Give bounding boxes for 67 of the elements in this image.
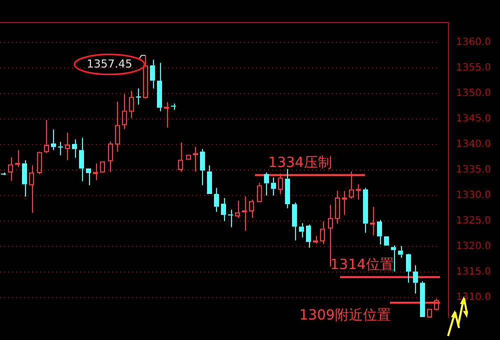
y-tick-label: 1330.0 <box>456 190 491 202</box>
annotation: 1357.45 <box>86 57 132 70</box>
candlestick <box>271 177 276 196</box>
candlestick <box>65 132 70 161</box>
candlestick <box>235 200 240 218</box>
candlestick <box>335 190 340 224</box>
ref-line-label: 1334压制 <box>268 155 332 172</box>
candlestick <box>292 202 297 241</box>
y-tick-label: 1335.0 <box>456 164 491 176</box>
candlestick <box>171 103 176 110</box>
candlestick <box>136 88 141 106</box>
candlestick <box>86 168 91 186</box>
y-tick-label: 1340.0 <box>456 139 491 150</box>
candlestick <box>370 206 375 236</box>
y-tick-label: 1310.0 <box>456 292 491 304</box>
candlestick <box>221 198 226 222</box>
ref-line-label: 1309附近位置 <box>299 308 391 324</box>
candlestick <box>420 280 425 317</box>
candlestick <box>58 141 63 156</box>
candlestick <box>157 62 162 112</box>
candlestick <box>122 93 127 130</box>
candlestick <box>299 222 304 238</box>
candlestick <box>164 102 169 128</box>
candlestick <box>328 204 333 267</box>
candlestick <box>214 187 219 212</box>
candlestick <box>72 138 77 158</box>
candlestick <box>79 137 84 182</box>
candlestick <box>22 160 27 198</box>
y-tick-label: 1320.0 <box>456 241 491 252</box>
candlestick <box>29 164 34 214</box>
candlestick <box>356 184 361 200</box>
candlestick <box>320 221 325 244</box>
candlestick <box>200 148 205 186</box>
candlestick <box>108 140 113 173</box>
candlestick <box>93 162 98 181</box>
candlestick <box>143 54 148 100</box>
y-tick-label: 1325.0 <box>456 216 491 227</box>
candlestick <box>207 164 212 194</box>
candlestick <box>193 146 198 172</box>
candlestick <box>264 172 269 196</box>
candlestick <box>8 156 13 182</box>
candlestick <box>44 119 49 154</box>
candlestick <box>377 220 382 246</box>
candlestick <box>129 90 134 118</box>
candlestick <box>413 264 418 294</box>
candlestick <box>115 101 120 152</box>
y-tick-label: 1355.0 <box>456 62 491 74</box>
candlestick <box>228 209 233 228</box>
candlestick <box>398 246 403 258</box>
candlestick <box>406 254 411 284</box>
candlestick <box>285 168 290 209</box>
ref-line-label: 1314位置 <box>330 257 394 274</box>
candlestick <box>249 199 254 218</box>
candlestick <box>363 187 368 234</box>
candlestick <box>1 172 6 175</box>
candlestick <box>342 190 347 216</box>
y-tick-label: 1345.0 <box>456 114 491 125</box>
candlestick <box>242 196 247 232</box>
candlestick <box>51 129 56 151</box>
candlestick <box>150 59 155 89</box>
candlestick <box>306 224 311 248</box>
y-tick-label: 1360.0 <box>456 37 491 48</box>
candlestick <box>15 150 20 168</box>
candlestick <box>178 142 183 172</box>
y-tick-label: 1315.0 <box>456 266 491 278</box>
y-tick-label: 1350.0 <box>456 88 491 100</box>
candlestick <box>257 182 262 202</box>
